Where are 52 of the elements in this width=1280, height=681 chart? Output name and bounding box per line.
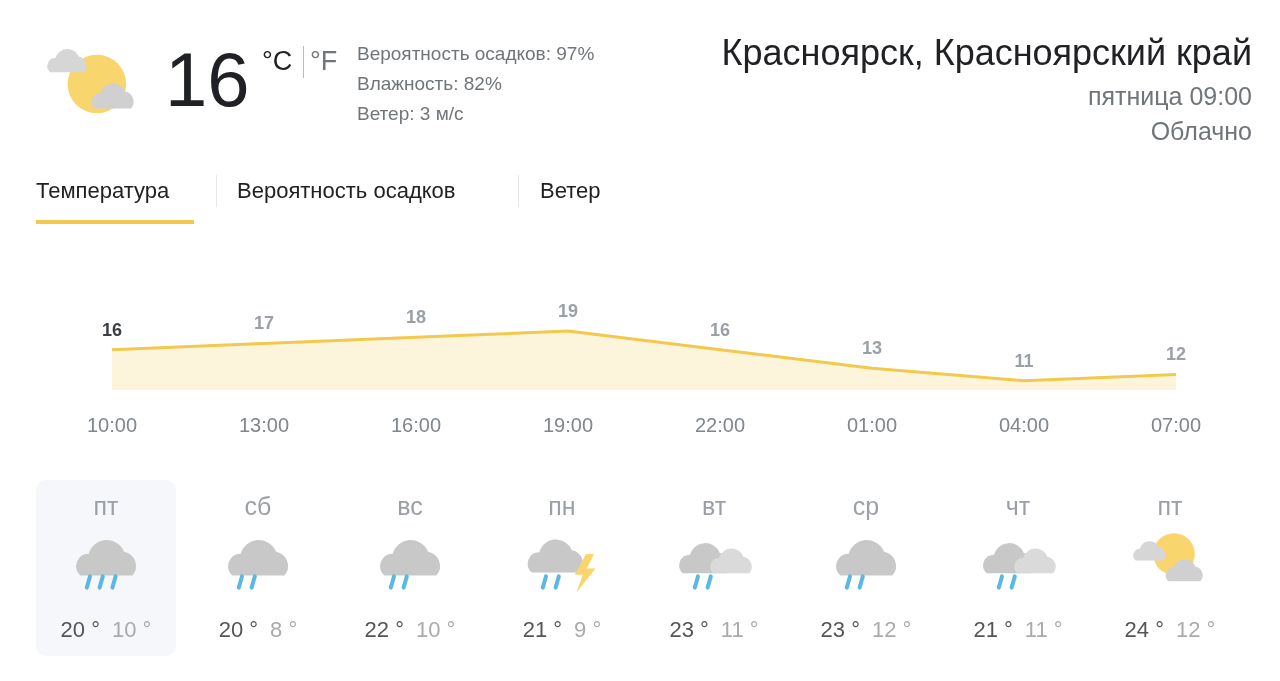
text: пн (547, 492, 577, 521)
text: 10 ° (416, 617, 456, 642)
text: вс (396, 492, 424, 521)
data-label: 16 (101, 319, 123, 340)
text: 12 ° (1176, 617, 1216, 642)
text: 23 ° (820, 617, 860, 642)
text: Вероятность осадков: 97% (357, 43, 595, 65)
text: пт (92, 492, 120, 521)
text: ср (851, 492, 881, 521)
x-tick-label: 10:00 (86, 413, 138, 436)
text: 8 ° (270, 617, 298, 642)
x-tick-label: 01:00 (846, 413, 898, 436)
x-tick-label: 07:00 (1150, 413, 1202, 436)
text: Вероятность осадков (237, 178, 456, 204)
data-label: 11 (1014, 350, 1034, 371)
data-label: 17 (253, 313, 275, 334)
chart-title: Красноярск, Красноярский край (721, 32, 1252, 74)
text: °C (262, 46, 293, 77)
text: 21 ° (973, 617, 1013, 642)
text: Ветер (540, 178, 601, 204)
text: 10 ° (112, 617, 152, 642)
text: чт (1004, 492, 1032, 521)
x-tick-label: 16:00 (390, 413, 442, 436)
text: 20 ° (60, 617, 100, 642)
x-tick-label: 04:00 (998, 413, 1050, 436)
text: 22 ° (364, 617, 404, 642)
text: 24 ° (1124, 617, 1164, 642)
text: 20 ° (218, 617, 259, 642)
text: 11 ° (720, 617, 759, 642)
text: пт (1156, 492, 1184, 521)
text: 23 ° (669, 617, 709, 642)
text: Температура (36, 178, 170, 204)
text: 9 ° (574, 617, 602, 642)
x-tick-label: 22:00 (694, 413, 746, 436)
text: 11 ° (1024, 617, 1063, 642)
chart-subtitle: пятница 09:00 (1087, 82, 1252, 111)
text: сб (243, 492, 273, 521)
data-label: 19 (557, 301, 579, 321)
text: Влажность: 82% (357, 73, 502, 95)
text: Облачно (1150, 117, 1252, 146)
text: вт (700, 492, 728, 521)
data-label: 18 (405, 307, 427, 328)
data-label: 13 (861, 338, 883, 359)
data-label: 12 (1165, 344, 1187, 365)
text: 16 (165, 36, 250, 123)
text: 12 ° (872, 617, 912, 642)
data-label: 16 (709, 319, 731, 340)
x-tick-label: 19:00 (542, 413, 594, 436)
text: °F (310, 46, 338, 77)
text: Ветер: 3 м/с (357, 103, 464, 125)
text: 21 ° (522, 617, 563, 642)
x-tick-label: 13:00 (238, 413, 290, 436)
